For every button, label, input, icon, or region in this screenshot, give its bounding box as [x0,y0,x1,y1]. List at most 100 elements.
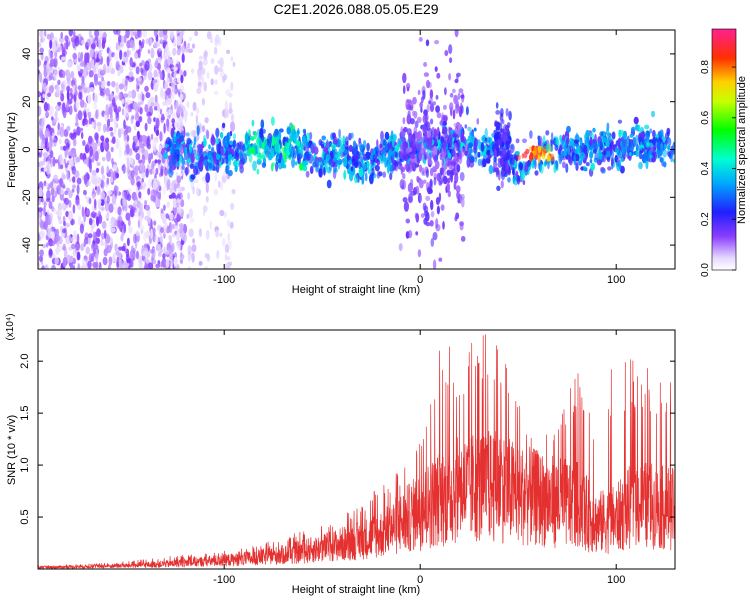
y-tick-label: -40 [21,237,33,253]
spectrogram-cell [108,49,112,57]
spectrogram-cell [426,104,430,113]
spectrogram-cell [174,69,177,77]
spectrogram-y-ticks: -40 -20 0 20 40 [21,48,675,253]
spectrogram-cell [457,127,461,138]
spectrogram-cell [126,237,130,247]
spectrogram-cell [192,101,197,112]
spectrogram-cell [144,199,148,206]
spectrogram-cell [98,49,102,60]
spectrogram-cell [63,248,68,260]
spectrogram-cell [72,184,76,189]
spectrogram-cell [180,251,183,257]
spectrogram-cell [537,153,541,164]
spectrogram-cell [78,127,84,132]
spectrogram-cell [159,108,163,115]
spectrogram-cell [94,150,99,162]
spectrogram-cell [164,221,168,229]
spectrogram-cell [369,173,374,185]
spectrogram-cell [429,220,434,227]
spectrogram-cell [456,142,460,148]
colorbar-label: Normalized spectral amplitude [736,76,748,224]
spectrogram-cell [83,111,87,122]
spectrogram-cell [384,131,390,140]
y-tick-label: -20 [21,189,33,205]
spectrogram-cell [168,235,172,241]
spectrogram-cell [204,58,208,66]
spectrogram-cell [302,135,306,144]
spectrogram-cell [561,140,567,150]
spectrogram-cell [55,234,61,242]
spectrogram-cell [197,70,203,82]
spectrogram-cell [120,127,124,135]
spectrogram-cell [96,216,100,227]
spectrogram-cell [461,132,464,137]
spectrogram-cell [533,146,537,156]
spectrogram-cell [53,174,59,182]
spectrogram-cell [423,72,429,77]
spectrogram-cell [386,142,392,149]
spectrogram-cell [188,208,193,219]
spectrogram-cell [410,154,415,159]
spectrogram-cell [225,89,231,96]
spectrogram-cell [568,153,571,159]
spectrogram-cell [359,144,363,151]
spectrogram-cell [101,241,106,246]
spectrogram-cell [567,144,570,155]
spectrogram-cell [361,150,365,156]
spectrogram-cell [539,163,544,174]
spectrogram-cell [151,163,155,170]
spectrogram-cell [522,161,526,170]
spectrogram-cell [429,95,433,106]
spectrogram-cell [118,34,122,43]
spectrogram-cell [58,36,64,44]
spectrogram-cell [105,95,109,101]
spectrogram-cell [477,151,481,158]
spectrogram-cell [58,139,62,144]
spectrogram-cell [168,159,174,167]
spectrogram-cell [433,176,437,186]
spectrogram-cell [135,152,141,161]
spectrogram-cell [507,177,511,183]
spectrogram-cell [188,48,193,54]
spectrogram-cell [672,158,675,163]
spectrogram-cell [454,30,459,38]
spectrogram-cell [72,257,76,265]
spectrogram-cell [181,157,186,166]
spectrogram-cell [521,153,525,159]
spectrogram-cell [96,122,102,127]
spectrogram-cell [554,144,559,151]
spectrogram-cell [453,94,458,105]
spectrogram-cell [77,263,81,269]
snr-x-ticks: -100 0 100 [213,330,625,586]
spectrogram-cell [601,150,607,156]
spectrogram-cell [454,172,459,184]
spectrogram-cell [72,52,77,60]
spectrogram-cell [72,84,75,94]
spectrogram-cell [488,164,494,175]
spectrogram-cell [630,126,636,132]
spectrogram-cell [213,90,219,95]
spectrogram-cell [416,143,421,150]
spectrogram-cell [106,165,109,174]
spectrogram-cell [39,249,44,257]
spectrogram-cell [465,138,470,145]
spectrogram-cell [74,170,80,179]
spectrogram-cell [425,39,430,47]
spectrogram-cell [428,135,433,147]
spectrogram-cell [159,131,163,142]
spectrogram-cell [144,104,149,113]
spectrogram-cell [413,126,418,134]
spectrogram-cell [175,141,180,147]
spectrogram-cell [68,236,72,244]
spectrogram-cell [137,101,141,109]
spectrogram-cell [649,128,653,134]
spectrogram-cell [91,193,96,200]
spectrogram-cell [71,235,77,244]
spectrogram-cell [350,132,354,139]
spectrogram-cell [72,30,76,37]
spectrogram-cell [130,170,135,179]
spectrogram-cell [157,159,162,164]
spectrogram-cell [439,153,443,161]
spectrogram-cell [165,258,170,268]
spectrogram-cell [73,95,76,101]
